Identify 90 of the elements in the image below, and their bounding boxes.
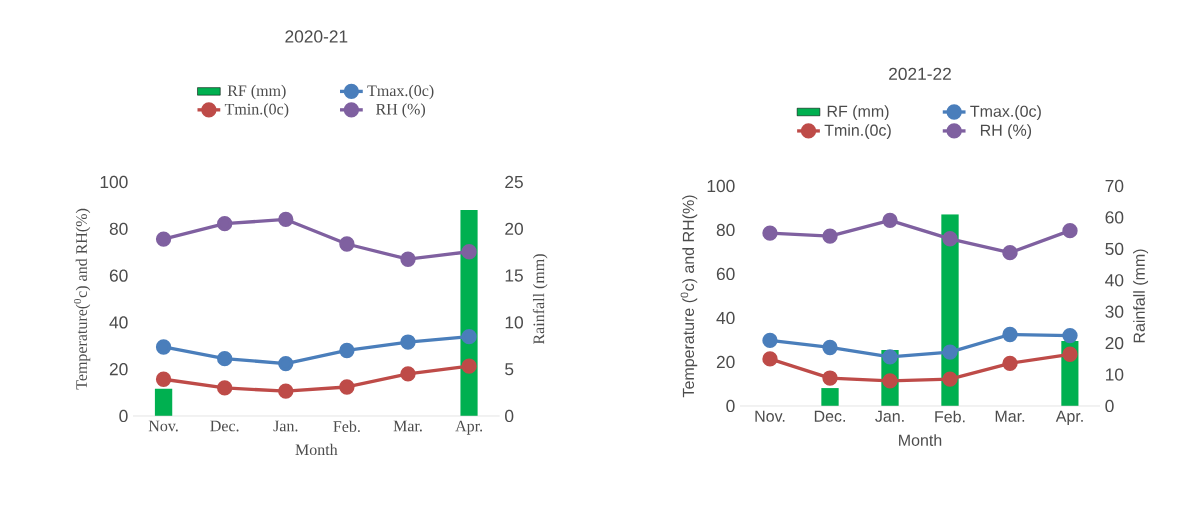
point <box>461 244 477 260</box>
y2-tick-label: 60 <box>1105 211 1124 224</box>
y2-tick-label: 0 <box>1105 399 1114 413</box>
x-tick-label: Feb. <box>333 420 360 433</box>
point <box>400 366 416 382</box>
y-axis-title: Temperature ($^{0}$c) and RH(%) <box>680 195 698 398</box>
y2-tick-label: 10 <box>1106 368 1124 381</box>
y-tick-label: 100 <box>100 175 128 189</box>
chart-title: 2021-22 <box>889 67 951 80</box>
y2-axis-title: Rainfall (mm) <box>532 254 548 345</box>
point <box>942 371 958 387</box>
y2-tick-label: 50 <box>1105 242 1124 255</box>
x-tick-label: Apr. <box>455 420 483 435</box>
y-tick-label: 60 <box>716 267 735 281</box>
y2-tick-label: 40 <box>1105 274 1124 287</box>
y-tick-label: 0 <box>726 399 735 413</box>
x-tick-label: Apr. <box>1055 410 1083 426</box>
point <box>762 225 778 241</box>
y-tick-label: 20 <box>109 363 128 376</box>
bar <box>821 388 839 406</box>
y-tick-label: 60 <box>109 269 128 282</box>
x-tick-label: Nov. <box>148 420 178 432</box>
point <box>1062 327 1078 344</box>
point <box>217 215 233 232</box>
legend-label: Tmin.(0c) <box>824 124 891 140</box>
x-axis-title: Month <box>899 434 942 446</box>
point <box>942 344 958 360</box>
x-tick-label: Feb. <box>935 410 965 423</box>
y-axis-title: Temperature($^{0}$c) and RH(%) <box>73 208 91 390</box>
legend-label: Tmax.(0c) <box>970 105 1041 121</box>
y2-tick-label: 0 <box>505 409 514 423</box>
y-tick-label: 40 <box>109 316 128 329</box>
x-tick-label: Dec. <box>814 410 845 422</box>
point <box>882 349 898 365</box>
legend-label: RH (%) <box>980 124 1032 140</box>
y-tick-label: 40 <box>716 311 735 325</box>
point <box>400 251 416 267</box>
y2-tick-label: 25 <box>505 175 523 189</box>
point <box>1062 346 1078 362</box>
point <box>400 334 416 350</box>
point <box>461 358 477 374</box>
chart-title: 2020-21 <box>285 30 348 43</box>
point <box>339 342 355 359</box>
y2-tick-label: 15 <box>505 269 523 282</box>
x-tick-label: Nov. <box>755 410 785 422</box>
legend-label: RF (mm) <box>827 105 889 121</box>
y2-tick-label: 10 <box>505 316 523 329</box>
y2-tick-label: 70 <box>1105 179 1124 193</box>
point <box>1002 244 1018 261</box>
point <box>155 371 172 387</box>
point <box>762 332 778 349</box>
y-tick-label: 100 <box>707 179 735 193</box>
point <box>155 231 172 247</box>
legend-label: Tmax.(0c) <box>367 84 434 100</box>
point <box>339 236 355 252</box>
point <box>822 370 838 386</box>
x-tick-label: Dec. <box>210 420 239 432</box>
legend-label: RF (mm) <box>227 84 286 100</box>
y2-axis-title: Rainfall (mm) <box>1133 249 1149 343</box>
point <box>822 339 838 356</box>
x-tick-label: Jan. <box>273 420 298 432</box>
y-tick-label: 20 <box>716 355 735 369</box>
point <box>217 350 233 367</box>
point <box>882 212 898 228</box>
y2-tick-label: 20 <box>1105 336 1124 350</box>
y-tick-label: 80 <box>716 223 735 237</box>
point <box>278 211 294 228</box>
point <box>762 351 778 367</box>
y-tick-label: 80 <box>109 222 128 235</box>
x-tick-label: Mar. <box>995 410 1025 422</box>
point <box>278 383 294 399</box>
point <box>822 228 838 244</box>
y-tick-label: 0 <box>119 409 128 423</box>
point <box>155 339 172 355</box>
y2-tick-label: 30 <box>1105 305 1124 318</box>
point <box>1002 355 1018 371</box>
x-tick-label: Mar. <box>393 420 422 432</box>
point <box>1002 326 1018 343</box>
legend-label: Tmin.(0c) <box>224 103 289 118</box>
x-tick-label: Jan. <box>875 410 904 422</box>
point <box>942 231 958 247</box>
point <box>1062 222 1078 239</box>
point <box>461 328 477 345</box>
point <box>278 355 294 372</box>
y2-tick-label: 5 <box>505 363 514 376</box>
y2-tick-label: 20 <box>505 222 523 235</box>
x-axis-title: Month <box>295 443 338 456</box>
point <box>339 379 355 395</box>
point <box>217 380 233 396</box>
legend-label: RH (%) <box>376 103 426 118</box>
